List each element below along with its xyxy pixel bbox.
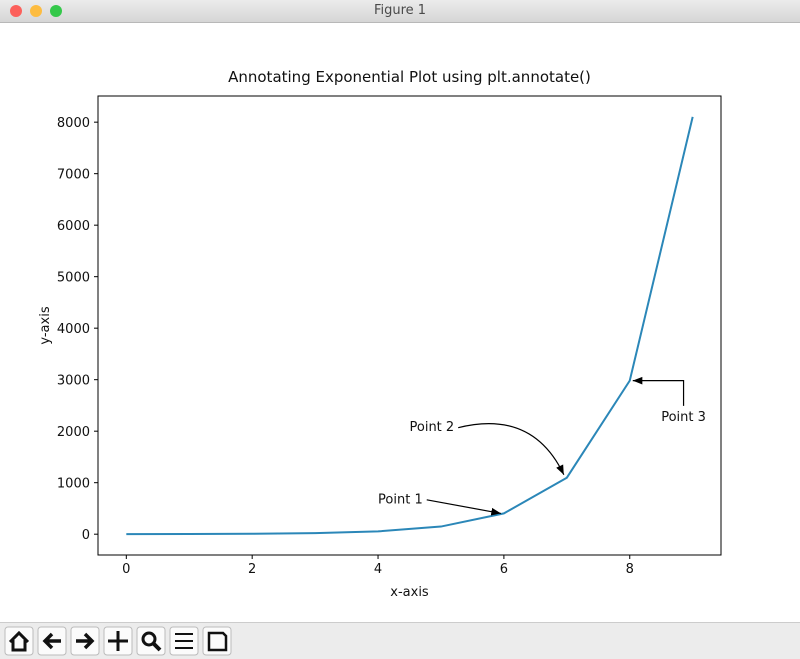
y-tick-label: 7000 — [57, 168, 90, 183]
y-tick-label: 0 — [82, 528, 90, 543]
minimize-button[interactable] — [30, 5, 42, 17]
zoom-tool-button[interactable] — [136, 626, 166, 656]
y-tick-label: 2000 — [57, 425, 90, 440]
plot-frame — [97, 95, 722, 556]
toolbar-icons — [4, 626, 232, 656]
y-tick-label: 6000 — [57, 219, 90, 234]
close-button[interactable] — [10, 5, 22, 17]
title-bar: Figure 1 — [0, 0, 800, 23]
chart: Annotating Exponential Plot using plt.an… — [38, 68, 722, 600]
y-tick-label: 8000 — [57, 116, 90, 131]
x-tick-label: 2 — [248, 562, 256, 577]
y-axis-label: y-axis — [38, 306, 53, 344]
x-tick-label: 6 — [500, 562, 508, 577]
annotation-text: Point 3 — [661, 410, 706, 425]
y-tick-label: 4000 — [57, 322, 90, 337]
x-tick-label: 4 — [374, 562, 382, 577]
annotation-text: Point 2 — [410, 420, 455, 435]
y-tick-label: 3000 — [57, 374, 90, 389]
annotation-arrow — [458, 423, 565, 475]
annotation-arrow — [426, 499, 502, 516]
annotation-text: Point 1 — [378, 492, 423, 507]
x-axis-label: x-axis — [390, 585, 429, 600]
chart-title: Annotating Exponential Plot using plt.an… — [228, 68, 591, 86]
data-line — [126, 116, 694, 536]
window-title: Figure 1 — [373, 3, 427, 18]
zoom-button[interactable] — [50, 5, 62, 17]
y-tick-label: 1000 — [57, 477, 90, 492]
toolbar — [0, 622, 800, 659]
y-tick-label: 5000 — [57, 271, 90, 286]
x-tick-label: 0 — [122, 562, 130, 577]
annotation-arrow — [632, 376, 685, 406]
x-tick-label: 8 — [626, 562, 634, 577]
